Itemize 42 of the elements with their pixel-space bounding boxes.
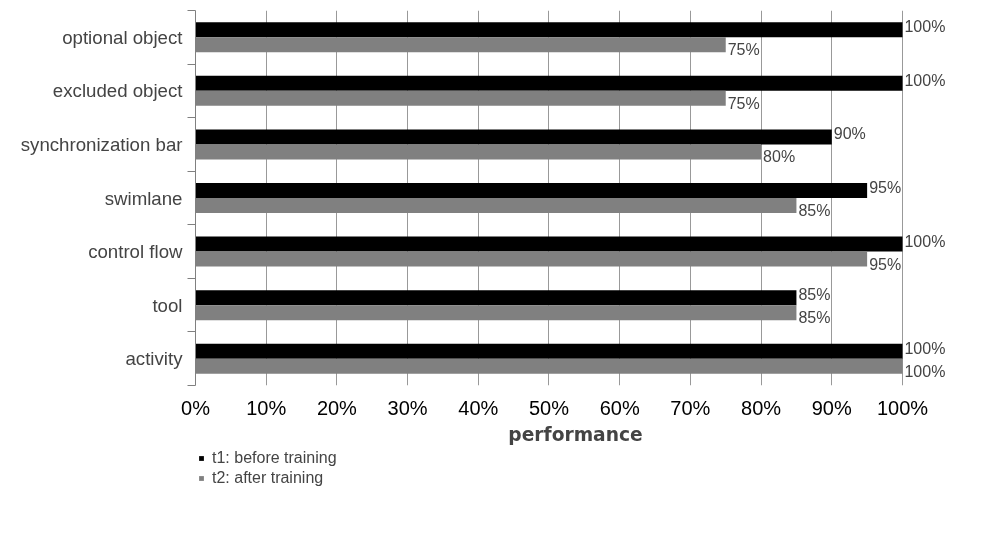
x-tick-label: 70%	[670, 396, 711, 419]
y-tick-label: synchronization bar	[20, 133, 183, 155]
bar	[195, 183, 868, 198]
bar	[195, 236, 903, 252]
y-tick-label: activity	[125, 348, 184, 370]
data-label: 100%	[904, 339, 946, 357]
data-label: 100%	[904, 362, 946, 380]
x-tick-label: 20%	[316, 396, 358, 419]
data-label: 85%	[798, 202, 831, 219]
bar	[195, 290, 797, 306]
y-tick-label: swimlane	[104, 187, 183, 209]
bar	[195, 75, 903, 91]
x-tick-label: 100%	[876, 396, 929, 419]
legend-label: t1: before training	[212, 449, 337, 467]
bar	[195, 129, 832, 145]
data-label: 75%	[727, 94, 760, 112]
y-tick-label: control flow	[88, 241, 184, 263]
y-tick-label: tool	[152, 294, 183, 316]
data-label: 85%	[798, 309, 831, 327]
x-tick-label: 0%	[181, 396, 211, 419]
data-label: 95%	[869, 255, 902, 273]
data-label: 100%	[904, 232, 946, 250]
data-label: 85%	[798, 286, 831, 304]
data-label: 75%	[727, 41, 760, 59]
bar	[195, 343, 903, 359]
x-tick-label: 60%	[599, 396, 640, 419]
data-label: 80%	[763, 148, 796, 166]
data-label: 100%	[904, 18, 946, 36]
data-label: 95%	[869, 179, 902, 196]
data-label: 100%	[904, 71, 946, 89]
x-axis-title: performance	[508, 423, 643, 445]
x-tick-label: 80%	[741, 396, 782, 419]
x-tick-label: 30%	[387, 396, 428, 419]
x-tick-label: 40%	[458, 396, 499, 419]
x-tick-label: 10%	[246, 396, 287, 419]
bar	[195, 22, 903, 38]
x-tick-label: 90%	[811, 396, 853, 419]
x-tick-label: 50%	[528, 396, 570, 419]
legend-label: t2: after training	[212, 469, 324, 487]
data-label: 90%	[833, 125, 866, 143]
y-tick-label: optional object	[62, 26, 184, 48]
y-tick-label: excluded object	[52, 80, 184, 102]
